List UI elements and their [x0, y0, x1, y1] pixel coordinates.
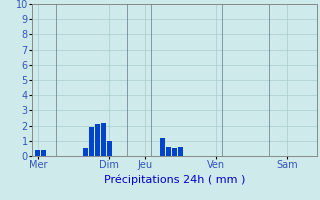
Bar: [101, 123, 106, 156]
Bar: [172, 148, 177, 156]
Bar: [166, 147, 171, 156]
X-axis label: Précipitations 24h ( mm ): Précipitations 24h ( mm ): [104, 174, 245, 185]
Bar: [36, 150, 40, 156]
Bar: [160, 138, 165, 156]
Bar: [107, 141, 112, 156]
Bar: [178, 147, 183, 156]
Bar: [41, 150, 46, 156]
Bar: [83, 148, 88, 156]
Bar: [89, 127, 94, 156]
Bar: [95, 124, 100, 156]
